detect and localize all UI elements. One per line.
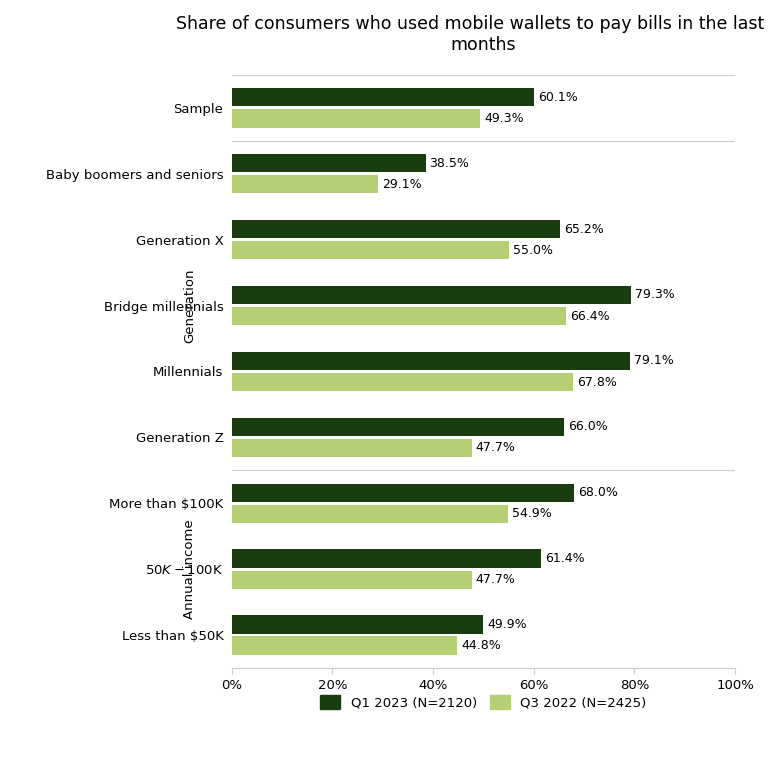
Bar [231, 636, 458, 655]
Text: 66.4%: 66.4% [570, 309, 610, 322]
Bar [231, 549, 541, 568]
Text: Annual income: Annual income [183, 520, 196, 619]
Text: 60.1%: 60.1% [538, 91, 578, 103]
Text: 38.5%: 38.5% [430, 157, 469, 169]
Bar [231, 352, 630, 370]
Text: 49.9%: 49.9% [487, 618, 527, 631]
Text: 55.0%: 55.0% [513, 244, 553, 256]
Text: 61.4%: 61.4% [544, 552, 584, 565]
Bar [231, 220, 560, 239]
Text: 66.0%: 66.0% [568, 420, 608, 434]
Text: 29.1%: 29.1% [382, 178, 422, 190]
Legend: Q1 2023 (N=2120), Q3 2022 (N=2425): Q1 2023 (N=2120), Q3 2022 (N=2425) [315, 690, 652, 715]
Text: 47.7%: 47.7% [476, 441, 516, 455]
Bar [231, 154, 425, 172]
Bar [231, 570, 472, 589]
Bar [231, 373, 573, 392]
Text: 49.3%: 49.3% [484, 112, 524, 125]
Bar [231, 307, 566, 326]
Text: 44.8%: 44.8% [461, 639, 501, 652]
Bar [231, 439, 472, 457]
Text: 47.7%: 47.7% [476, 573, 516, 587]
Text: 79.1%: 79.1% [634, 354, 674, 368]
Bar [231, 241, 508, 260]
Text: 68.0%: 68.0% [578, 486, 618, 500]
Title: Share of consumers who used mobile wallets to pay bills in the last 12
months: Share of consumers who used mobile walle… [175, 15, 769, 54]
Text: Generation: Generation [183, 268, 196, 343]
Bar [231, 417, 564, 436]
Text: 67.8%: 67.8% [577, 375, 617, 388]
Text: 54.9%: 54.9% [512, 507, 552, 521]
Bar [231, 504, 508, 523]
Bar [231, 286, 631, 305]
Bar [231, 175, 378, 193]
Bar [231, 483, 574, 502]
Text: 65.2%: 65.2% [564, 222, 604, 235]
Bar [231, 615, 483, 634]
Bar [231, 88, 534, 106]
Bar [231, 109, 480, 127]
Text: 79.3%: 79.3% [635, 288, 674, 301]
